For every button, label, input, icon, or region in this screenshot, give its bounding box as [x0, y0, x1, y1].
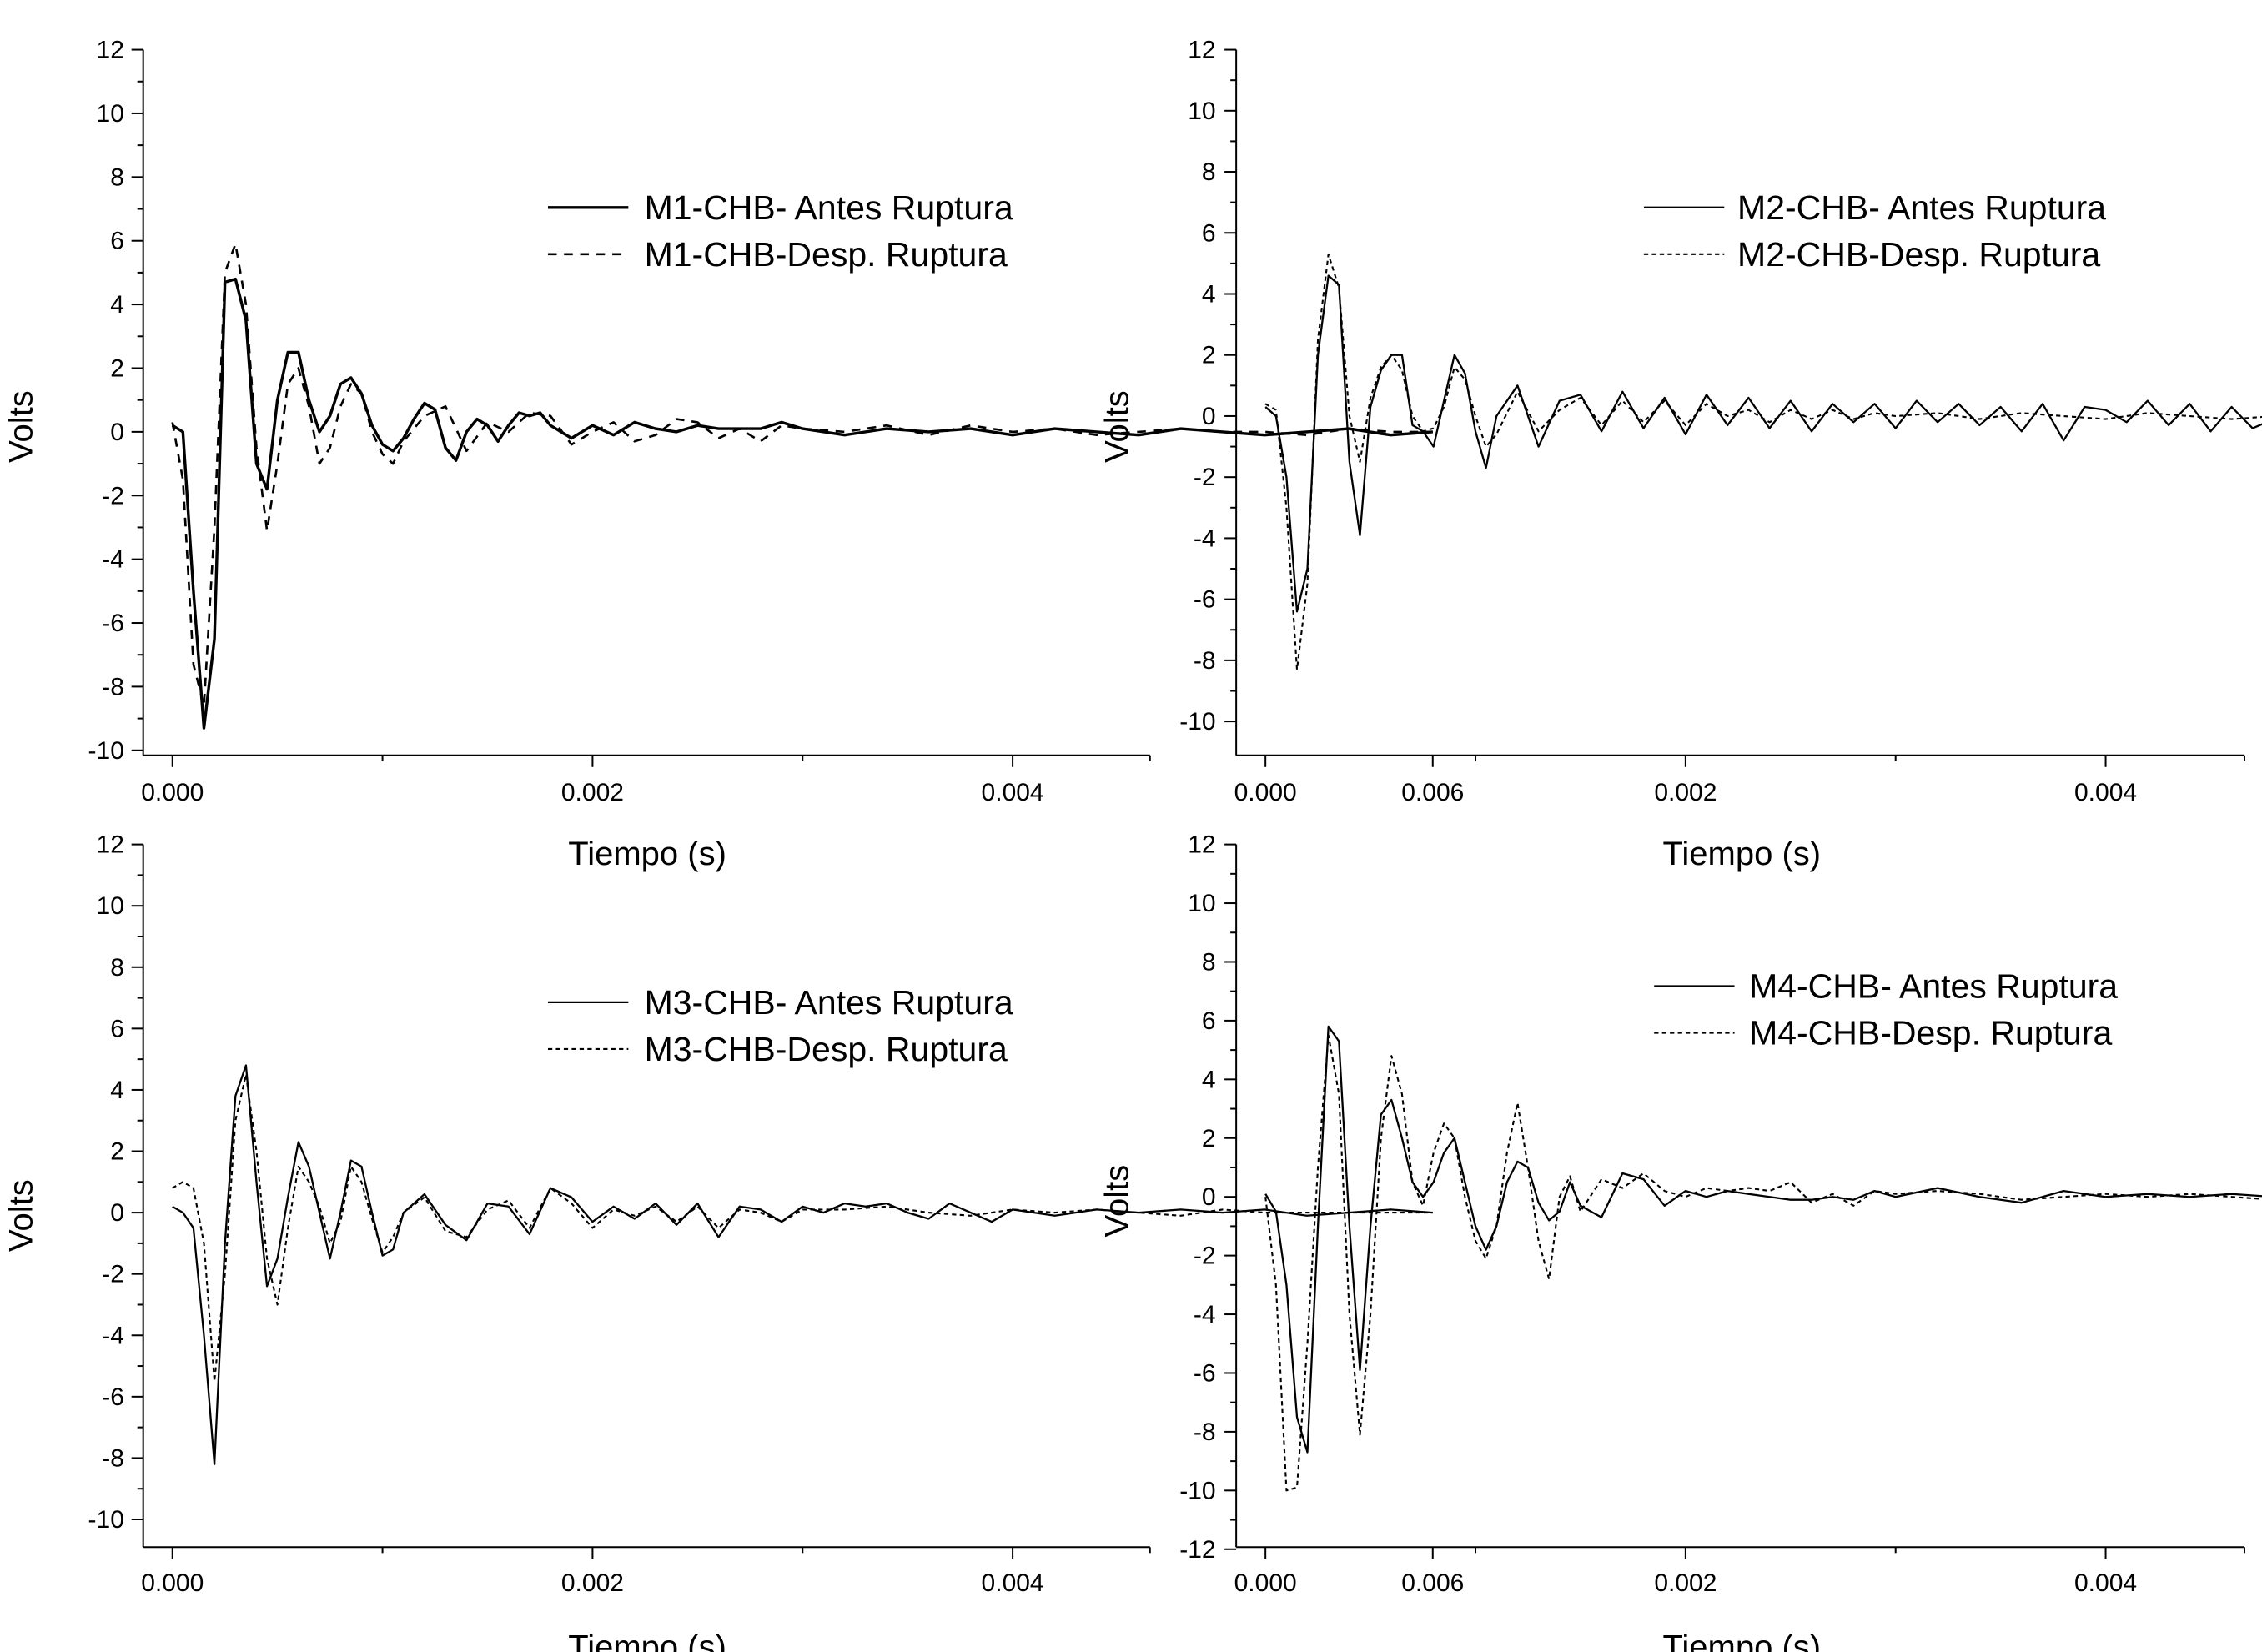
y-tick-label: -8 [102, 1444, 124, 1472]
y-tick-label: 10 [97, 892, 124, 920]
y-tick-label: -2 [1194, 464, 1216, 491]
y-tick-label: 12 [97, 831, 124, 859]
chart-panel-2: 12 10 8 6 4 2 0 -2 -4 -6 -8 -10 0.000 0.002 0.004 0.006… [1098, 37, 2262, 872]
x-tick-label: 0.000 [141, 779, 204, 806]
x-tick-label: 0.004 [982, 1569, 1044, 1597]
y-tick-label: 0 [1202, 1183, 1216, 1211]
y-tick-label: 6 [110, 1015, 124, 1042]
legend-label: M4-CHB-Desp. Ruptura [1749, 1014, 2112, 1052]
y-tick-label: -4 [102, 546, 124, 574]
y-tick-label: -10 [88, 737, 124, 765]
y-tick-label: 10 [1188, 98, 1215, 125]
y-tick-label: -6 [1194, 1359, 1216, 1387]
x-tick-label: 0.000 [141, 1569, 204, 1597]
y-axis-title: Volts [1098, 390, 1135, 463]
series-line-2 [1264, 1034, 2262, 1492]
y-axis-title: Volts [3, 390, 40, 463]
x-tick-label: 0.006 [1401, 779, 1464, 806]
y-tick-label: -8 [102, 673, 124, 700]
series-line-2 [172, 1073, 1433, 1383]
y-tick-label: 4 [1202, 280, 1216, 308]
x-tick-label: 0.004 [2074, 779, 2137, 806]
legend-label: M1-CHB-Desp. Ruptura [645, 235, 1008, 274]
y-tick-label: 6 [1202, 219, 1216, 247]
x-axis-title: Tiempo (s) [568, 836, 726, 872]
chart-panel-1: 12 10 8 6 4 2 0 -2 -4 -6 -8 -10 0.000 0.002 0.004 0.006… [3, 37, 1465, 873]
y-tick-label: 4 [1202, 1066, 1216, 1093]
chart-panel-3: 12 10 8 6 4 2 0 -2 -4 -6 -8 -10 0.000 0.002 0.004 0.006… [3, 831, 1465, 1652]
y-tick-label: 12 [1188, 831, 1215, 859]
x-tick-label: 0.006 [1401, 1569, 1464, 1597]
y-axis-title: Volts [1098, 1165, 1135, 1238]
legend-label: M2-CHB- Antes Ruptura [1737, 188, 2106, 227]
x-tick-label: 0.000 [1234, 779, 1297, 806]
y-tick-label: 2 [1202, 1125, 1216, 1152]
y-tick-label: -6 [102, 1383, 124, 1411]
y-tick-label: 10 [97, 100, 124, 128]
y-tick-label: 8 [1202, 948, 1216, 976]
x-tick-label: 0.004 [2074, 1569, 2137, 1597]
x-tick-label: 0.002 [561, 1569, 624, 1597]
y-tick-label: 0 [110, 419, 124, 446]
series-line-1 [172, 1064, 1433, 1465]
series-line-2 [171, 243, 1433, 707]
y-tick-label: -2 [102, 482, 124, 510]
x-tick-label: 0.000 [1234, 1569, 1297, 1597]
x-tick-label: 0.002 [1654, 1569, 1717, 1597]
series-line-1 [171, 277, 1433, 730]
y-tick-label: 6 [1202, 1007, 1216, 1035]
y-tick-label: 12 [97, 37, 124, 64]
legend-label: M4-CHB- Antes Ruptura [1749, 967, 2118, 1006]
y-tick-label: -6 [102, 610, 124, 637]
y-tick-label: -2 [102, 1261, 124, 1288]
legend-label: M1-CHB- Antes Ruptura [645, 188, 1013, 227]
legend-label: M3-CHB-Desp. Ruptura [645, 1030, 1008, 1068]
x-tick-label: 0.002 [561, 779, 624, 806]
y-tick-label: -4 [1194, 1301, 1216, 1328]
y-tick-label: -12 [1179, 1536, 1215, 1564]
y-tick-label: 4 [110, 291, 124, 319]
y-tick-label: -6 [1194, 586, 1216, 614]
legend-label: M3-CHB- Antes Ruptura [645, 983, 1013, 1022]
y-axis-title: Volts [3, 1179, 40, 1252]
y-tick-label: 8 [1202, 158, 1216, 186]
y-tick-label: 2 [110, 354, 124, 382]
y-tick-label: -8 [1194, 647, 1216, 675]
legend-label: M2-CHB-Desp. Ruptura [1737, 235, 2100, 274]
y-tick-label: -4 [1194, 525, 1216, 552]
x-axis-title: Tiempo (s) [568, 1629, 726, 1652]
series-line-1 [1264, 1025, 2262, 1454]
y-tick-label: 10 [1188, 890, 1215, 917]
y-tick-label: -4 [102, 1322, 124, 1349]
y-tick-label: -2 [1194, 1243, 1216, 1270]
y-tick-label: -10 [1179, 1477, 1215, 1504]
y-tick-label: 4 [110, 1077, 124, 1104]
y-tick-label: 12 [1188, 37, 1215, 64]
y-tick-label: 2 [1202, 342, 1216, 369]
y-tick-label: 0 [110, 1199, 124, 1227]
x-tick-label: 0.002 [1654, 779, 1717, 806]
y-tick-label: -10 [88, 1506, 124, 1534]
y-tick-label: 6 [110, 228, 124, 255]
x-axis-title: Tiempo (s) [1662, 836, 1821, 872]
y-tick-label: 8 [110, 163, 124, 191]
y-tick-label: 0 [1202, 403, 1216, 430]
y-tick-label: -10 [1179, 708, 1215, 736]
x-axis-title: Tiempo (s) [1662, 1629, 1821, 1652]
x-tick-label: 0.004 [982, 779, 1044, 806]
y-tick-label: 2 [110, 1138, 124, 1166]
y-tick-label: 8 [110, 954, 124, 982]
chart-panel-4: 12 10 8 6 4 2 0 -2 -4 -6 -8 -10 -12 0.000 0.002 0.004 0.… [1098, 831, 2262, 1652]
y-tick-label: -8 [1194, 1419, 1216, 1446]
